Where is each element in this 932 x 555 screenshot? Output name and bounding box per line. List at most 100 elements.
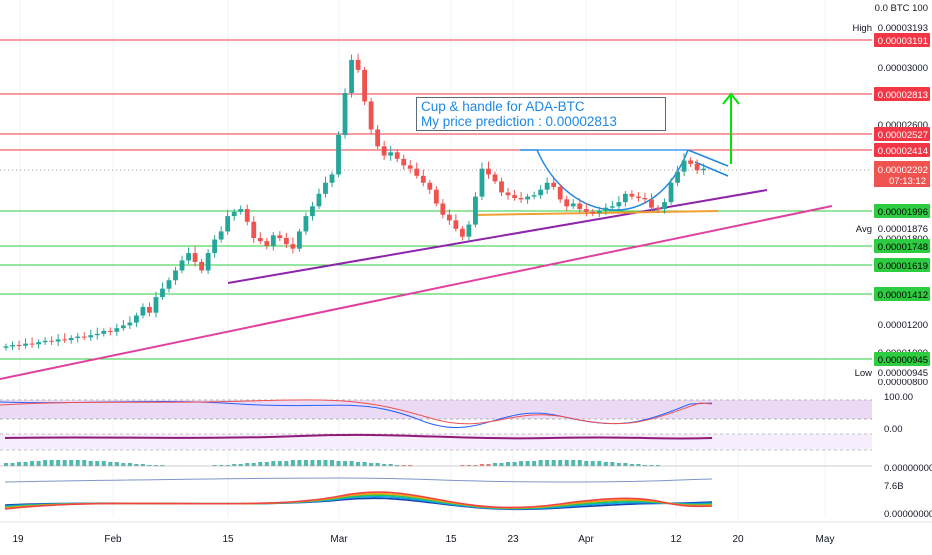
low-tag [874, 365, 930, 379]
low-value: 0.00000945 [878, 368, 928, 379]
time-tick: 23 [507, 534, 519, 545]
candle-body [173, 270, 178, 281]
candle-body [544, 182, 550, 190]
candle-body [655, 207, 661, 210]
candle-body [460, 228, 465, 237]
candle-body [505, 192, 511, 196]
macd-bar [636, 464, 641, 466]
candle-body [407, 165, 413, 169]
candle-body [642, 197, 648, 200]
time-tick: May [816, 534, 835, 545]
macd-bar [493, 463, 497, 466]
candle-body [10, 345, 15, 347]
macd-bar [303, 460, 308, 466]
avg-value: 0.00001876 [878, 224, 928, 235]
candle-body [590, 211, 596, 214]
level-tag [874, 204, 930, 218]
time-tick: Apr [578, 534, 594, 545]
high-tag [874, 20, 930, 34]
candle-body [531, 195, 537, 197]
candle-body [570, 203, 576, 207]
candle-body [329, 174, 335, 183]
candle-body [3, 346, 9, 348]
annotation-line2: My price prediction : 0.00002813 [421, 114, 617, 129]
horizontal-levels [0, 39, 872, 360]
cup-curve [520, 149, 689, 211]
macd-bar [525, 461, 530, 466]
indicator-panes [0, 399, 872, 511]
macd-bar [538, 460, 543, 466]
time-tick: 15 [445, 534, 457, 545]
macd-bar [316, 460, 321, 466]
level-tag [874, 127, 930, 141]
macd-bar [519, 461, 524, 466]
macd-bar [258, 462, 263, 466]
avg-label: Avg [856, 224, 872, 235]
candle-body [62, 339, 68, 341]
level-value: 0.00001996 [878, 207, 928, 218]
macd-bar [408, 465, 413, 466]
candle-body [609, 206, 615, 208]
macd-bar [140, 464, 145, 466]
candle-body [499, 181, 504, 193]
candles [3, 53, 707, 351]
trend-line-purple [227, 189, 768, 284]
candle-body [388, 152, 394, 156]
candle-body [492, 174, 498, 182]
candle-body [310, 206, 315, 217]
macd-bar [623, 463, 628, 466]
candle-body [675, 171, 680, 183]
candle-body [466, 224, 472, 237]
candle-body [596, 210, 602, 214]
macd-bar [62, 460, 67, 466]
candle-body [264, 241, 270, 246]
candle-body [636, 196, 641, 198]
high-label: High [852, 23, 872, 34]
candle-body [290, 244, 296, 249]
macd-bar [251, 463, 256, 466]
price-axis: 0.000030000.000026000.000018000.00001200… [852, 3, 932, 520]
macd-bar [23, 462, 28, 466]
macd-bar [395, 465, 400, 466]
macd-bar [271, 461, 276, 466]
macd-bar [362, 462, 367, 466]
macd-bar [17, 462, 22, 466]
macd-bar [616, 463, 621, 466]
candle-body [251, 221, 257, 238]
volume-line [4, 477, 713, 483]
macd-bar [75, 460, 80, 466]
macd-bar [545, 460, 550, 466]
annotation-box[interactable]: Cup & handle for ADA-BTC My price predic… [416, 97, 666, 131]
candle-body [551, 182, 557, 187]
macd-bar [4, 463, 8, 466]
candle-body [153, 297, 159, 313]
handle-upper [687, 149, 729, 167]
candle-body [140, 307, 146, 316]
macd-bar [212, 465, 217, 466]
macd-bar [512, 462, 517, 466]
candle-body [218, 231, 224, 240]
time-tick: 20 [732, 534, 744, 545]
candle-body [512, 195, 517, 198]
candle-body [401, 158, 407, 166]
price-unit: 0.0 BTC 100 [875, 3, 928, 14]
candle-body [623, 193, 628, 203]
macd-bar [30, 461, 35, 466]
macd-bar [649, 465, 654, 466]
candle-body [134, 315, 139, 323]
macd-bar [656, 465, 660, 466]
candle-body [649, 199, 654, 208]
rsi-band [0, 400, 872, 419]
high-value: 0.00003193 [878, 23, 928, 34]
macd-bar [577, 460, 582, 466]
candle-body [440, 203, 446, 215]
candle-body [303, 216, 309, 232]
candle-body [577, 203, 583, 210]
time-axis: 19 Feb 15 Mar 15 23 Apr 12 20 May [0, 521, 932, 545]
candle-body [564, 199, 570, 207]
candle-body [525, 196, 530, 200]
level-tag [874, 33, 930, 47]
macd-bar [460, 465, 465, 466]
